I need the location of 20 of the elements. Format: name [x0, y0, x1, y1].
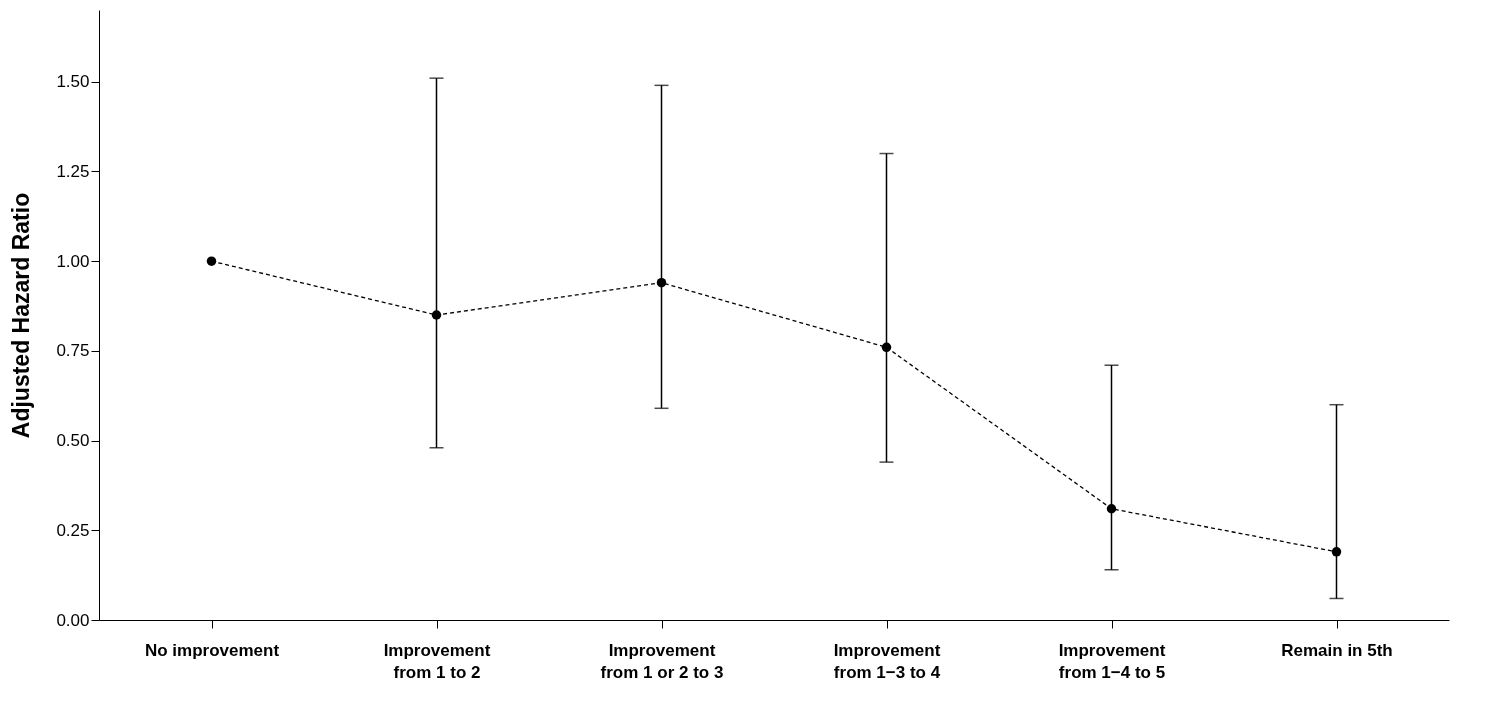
x-tick-label: No improvement	[144, 640, 280, 660]
point	[1331, 547, 1342, 557]
point	[1106, 504, 1117, 514]
point	[656, 277, 667, 288]
point	[206, 256, 217, 266]
y-tick-label: 1.00	[56, 251, 90, 271]
y-tick-label: 0.00	[56, 610, 90, 630]
x-tick-label: Improvement from 1 to 2	[383, 640, 491, 682]
y-tick-label: 0.25	[56, 520, 90, 540]
y-tick-label: 0.50	[56, 431, 90, 451]
y-tick-label: 1.50	[56, 72, 90, 92]
x-tick-label: Improvement from 1−4 to 5	[1058, 640, 1166, 682]
point	[881, 342, 892, 353]
y-axis-title: Adjusted Hazard Ratio	[8, 192, 35, 439]
point	[431, 310, 442, 320]
x-tick-label: Remain in 5th	[1281, 640, 1393, 660]
y-tick-label: 1.25	[56, 161, 90, 181]
x-tick-label: Improvement from 1−3 to 4	[833, 640, 941, 682]
y-tick-label: 0.75	[56, 341, 90, 361]
x-tick-label: Improvement from 1 or 2 to 3	[600, 640, 724, 682]
